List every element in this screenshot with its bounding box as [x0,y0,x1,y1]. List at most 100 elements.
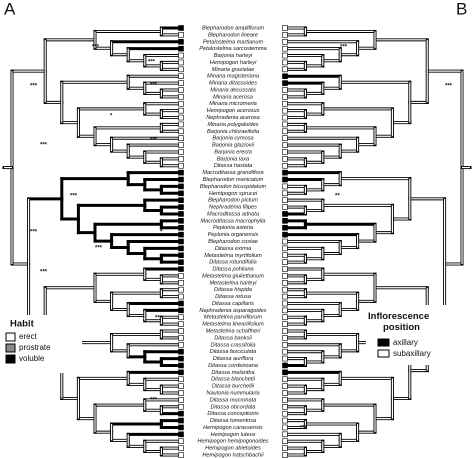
tip-state [282,149,288,155]
tip-state [282,204,288,210]
tip-state [282,238,288,245]
tip-state [282,424,288,431]
tip-state [282,280,288,286]
tip-state [178,121,184,128]
taxon-name: Metastelma myrtifolium [204,253,262,259]
tip-state [178,25,184,31]
legend-swatch [377,349,390,358]
tip-state [282,369,288,376]
tip-state [178,107,184,114]
tip-state [282,300,288,307]
legend-label: prostrate [19,343,51,352]
tip-state [282,183,288,190]
taxon-name: Hemipogon acerosus [207,108,260,114]
tip-state [178,52,184,59]
tip-state [282,52,288,59]
tip-state [178,403,184,410]
taxon-name: Nephradenia acerosa [206,115,260,121]
tip-state [282,224,288,231]
tip-state [178,300,184,307]
support-annotation: *** [300,426,308,432]
legend-label: subaxillary [393,349,431,358]
tip-state [178,307,184,314]
tip-state [282,156,288,162]
taxon-name: Hemipogon carassensis [203,425,263,431]
tip-state [178,87,184,93]
taxon-name: Barjonia chloraeifolia [207,129,259,135]
legend-swatch [5,354,16,364]
tip-state [282,45,288,52]
tip-state [282,121,288,128]
taxon-name: Blepharodon bicuspidatum [200,184,267,190]
tip-state [282,273,288,279]
legend-title-text: position [383,322,420,333]
tip-state [282,231,288,238]
tip-state [282,397,288,403]
support-annotation: *** [150,83,158,89]
taxon-name: Metastelma lineariifolium [202,322,264,328]
tip-state [178,176,184,183]
tip-state [178,252,184,259]
tip-state [178,452,184,458]
taxon-name: Macroditassa macrophylla [201,218,266,224]
tip-state [178,211,184,217]
tip-state [178,362,184,369]
taxon-name: Nautonia nummularia [206,391,259,397]
tip-state [178,128,184,135]
tip-state [178,424,184,431]
taxon-name: Hemipogon sprucei [209,191,258,197]
tip-state [178,417,184,424]
taxon-name: Minaria polygaloides [208,122,259,128]
tip-state [178,114,184,121]
tip-state [178,94,184,100]
tip-state [178,369,184,376]
taxon-name: Metastelma giuliettianum [202,273,264,279]
support-annotation: *** [40,143,48,149]
tip-state [282,390,288,396]
support-annotation: *** [30,84,38,90]
panel-label: B [456,0,467,18]
tip-state [282,342,288,348]
taxon-name: Barjonia erecta [214,149,252,155]
tip-state [178,204,184,210]
legend-label: erect [19,332,38,341]
tip-state [282,321,288,327]
taxon-name: Metastelma parviflorum [204,315,262,321]
legend-swatch [377,338,390,347]
taxon-name: Hemipogon harleyi [210,60,257,66]
taxon-name: Ditassa melantha [211,370,254,376]
tip-state [282,107,288,114]
support-annotation: * [110,114,113,120]
tip-state [178,342,184,348]
tip-state [282,431,288,438]
tip-state [178,266,184,272]
tip-state [178,73,184,80]
tip-state [178,314,184,321]
taxon-name: Metastelma schaffneri [206,329,261,335]
tip-state [282,252,288,259]
tip-state [282,410,288,417]
tip-state [178,231,184,238]
taxon-name: Blepharodon ampliflorum [202,25,265,31]
tip-state [178,376,184,383]
tip-state [282,87,288,93]
tip-state [282,245,288,252]
tip-state [282,266,288,272]
tip-state [178,321,184,327]
tip-state [178,383,184,389]
tip-state [282,94,288,100]
tip-state [282,438,288,445]
taxon-name: Minaria ditassoides [209,81,257,87]
tip-state [178,355,184,362]
tip-state [178,328,184,334]
taxon-name: Blepharodon manicatum [203,177,264,183]
tip-state [178,397,184,403]
panel-label: A [4,0,16,18]
taxon-name: Ditassa pohliana [212,267,253,273]
taxon-name: Peplonia asteria [213,225,253,231]
tip-state [282,135,288,141]
trees: ************************* ***************… [2,25,472,458]
legend-swatch [5,332,16,342]
